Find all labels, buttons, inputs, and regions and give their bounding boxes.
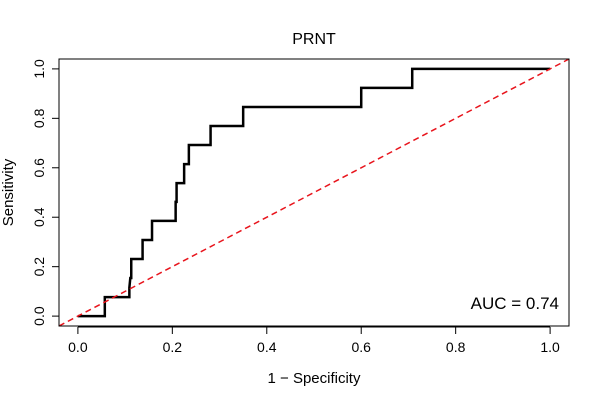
y-tick-label: 1.0 xyxy=(31,59,47,79)
x-tick-label: 0.4 xyxy=(257,339,277,355)
x-tick-label: 0.0 xyxy=(68,339,88,355)
y-axis-label: Sensitivity xyxy=(0,158,17,226)
plot-frame xyxy=(58,58,570,327)
chance-diagonal-line xyxy=(58,58,570,327)
x-axis-label: 1 − Specificity xyxy=(268,370,361,387)
x-tick-label: 0.8 xyxy=(446,339,466,355)
y-tick-label: 0.8 xyxy=(31,108,47,128)
roc-curve-line xyxy=(77,67,551,318)
y-axis: 0.0 0.2 0.4 0.6 0.8 1.0 xyxy=(31,59,60,326)
y-tick-label: 0.0 xyxy=(31,306,47,326)
x-axis: 0.0 0.2 0.4 0.6 0.8 1.0 xyxy=(68,326,560,355)
y-tick-label: 0.4 xyxy=(31,207,47,227)
x-tick-label: 0.6 xyxy=(351,339,371,355)
y-tick-label: 0.6 xyxy=(31,158,47,178)
auc-annotation: AUC = 0.74 xyxy=(471,294,559,313)
y-tick-label: 0.2 xyxy=(31,257,47,277)
x-tick-label: 1.0 xyxy=(540,339,560,355)
x-tick-label: 0.2 xyxy=(163,339,183,355)
plot-area xyxy=(58,58,570,327)
chart-title: PRNT xyxy=(292,31,336,48)
